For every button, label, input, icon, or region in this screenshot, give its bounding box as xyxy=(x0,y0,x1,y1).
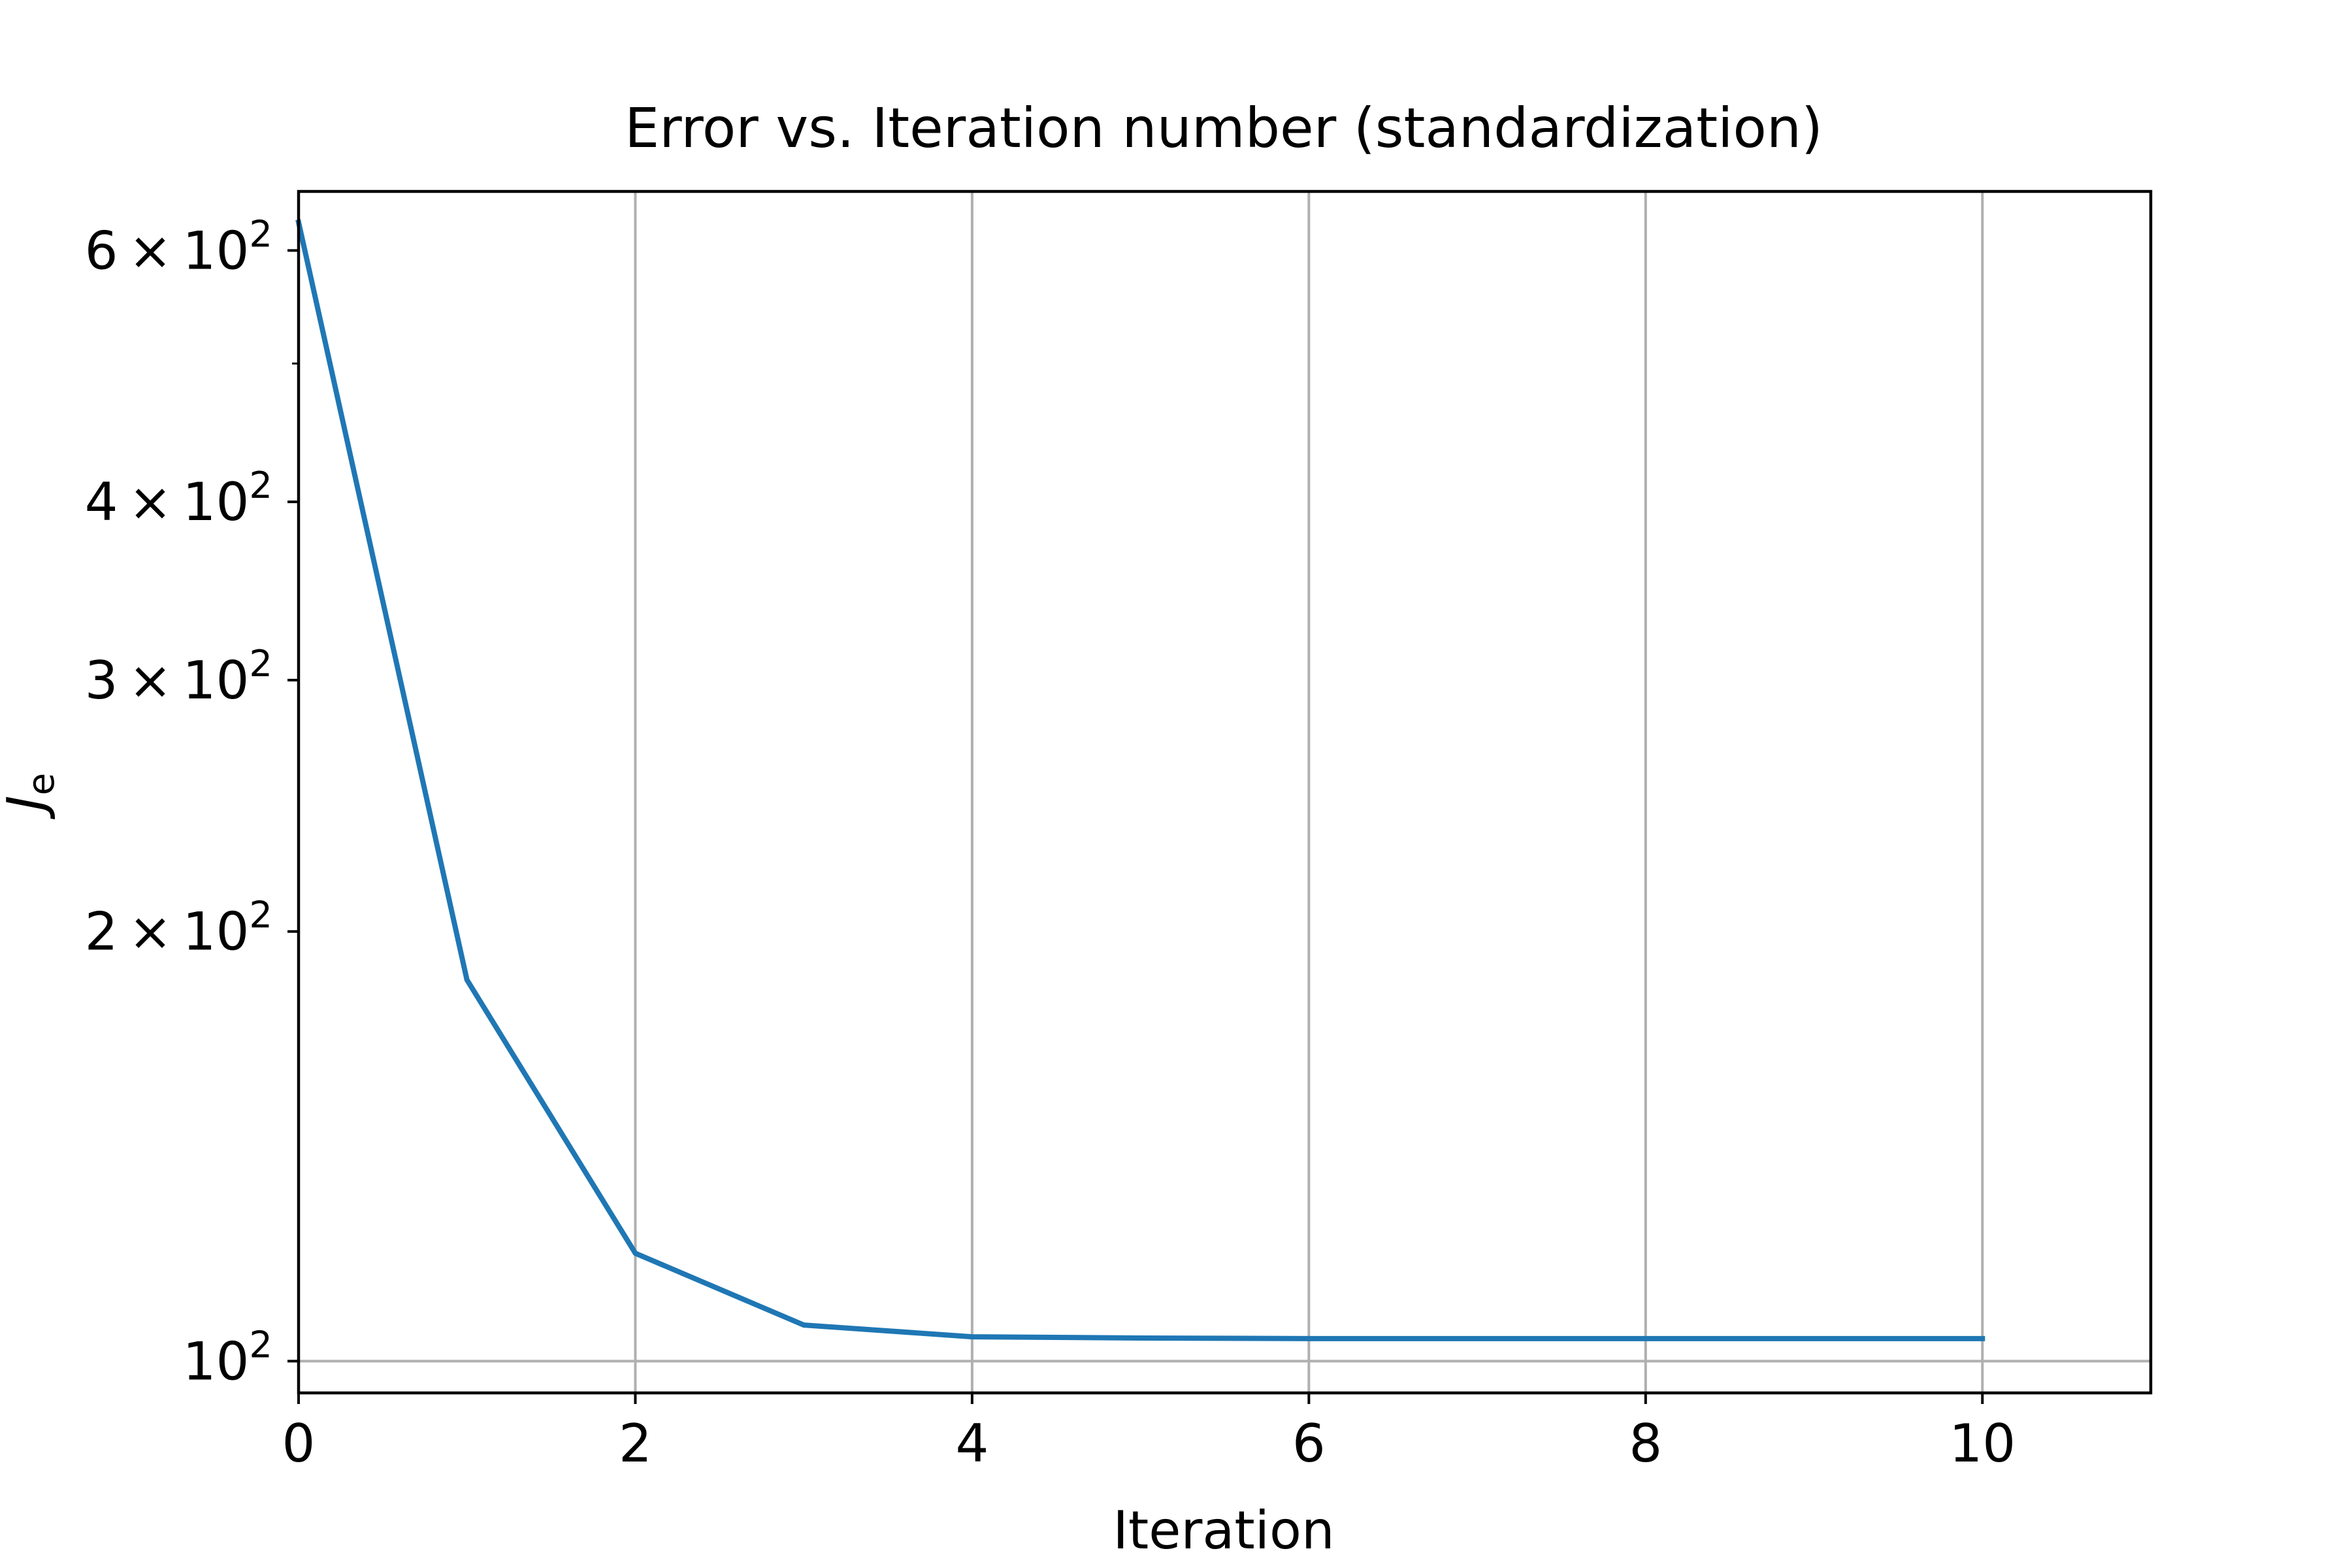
y-tick-label: 6 × 102 xyxy=(85,213,272,281)
y-tick-label: 102 xyxy=(183,1324,272,1392)
y-tick-label: 2 × 102 xyxy=(85,894,272,962)
x-tick-label: 2 xyxy=(619,1413,652,1474)
grid-lines xyxy=(297,191,2151,1393)
y-axis: 102 2 × 102 3 × 102 4 × 102 6 × 102 xyxy=(85,213,299,1392)
x-tick-label: 8 xyxy=(1629,1413,1662,1474)
series-line xyxy=(295,219,1985,1341)
plot-frame xyxy=(297,189,2153,1395)
x-tick-label: 4 xyxy=(955,1413,988,1474)
x-axis: 0 2 4 6 8 10 xyxy=(282,1393,2016,1474)
x-axis-label: Iteration xyxy=(1113,1500,1334,1561)
y-axis-label-subscript: e xyxy=(20,773,63,795)
y-tick-label: 4 × 102 xyxy=(85,465,272,532)
x-tick-label: 10 xyxy=(1949,1413,2016,1474)
y-tick-label: 3 × 102 xyxy=(85,643,272,711)
x-tick-label: 6 xyxy=(1292,1413,1326,1474)
x-tick-label: 0 xyxy=(282,1413,316,1474)
series-layer xyxy=(295,219,1985,1341)
chart-title: Error vs. Iteration number (standardizat… xyxy=(625,96,1823,160)
